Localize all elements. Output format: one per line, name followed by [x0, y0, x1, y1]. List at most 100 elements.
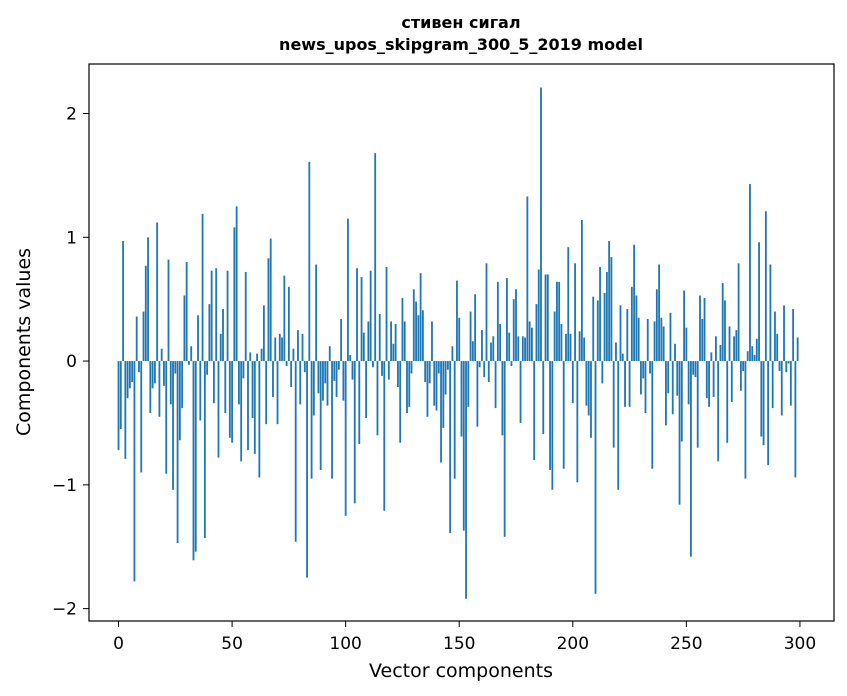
bar-191: [551, 361, 554, 490]
bar-63: [260, 348, 263, 362]
bar-119: [387, 361, 390, 380]
bar-244: [671, 361, 674, 415]
bar-150: [458, 317, 461, 362]
bar-10: [140, 361, 143, 473]
bar-236: [653, 321, 656, 362]
bar-187: [542, 361, 545, 435]
bar-169: [501, 361, 504, 436]
bar-76: [290, 361, 293, 388]
bar-155: [469, 311, 472, 362]
bar-234: [649, 361, 651, 374]
bar-179: [524, 337, 527, 362]
bar-13: [147, 237, 149, 362]
bar-297: [792, 309, 795, 362]
bar-89: [319, 361, 322, 470]
bar-95: [333, 361, 336, 381]
bar-207: [587, 361, 590, 416]
bar-22: [167, 259, 170, 362]
bar-49: [228, 361, 231, 438]
bar-28: [181, 361, 184, 409]
bar-133: [419, 273, 422, 362]
bar-296: [789, 361, 792, 406]
bar-186: [540, 87, 542, 362]
bar-92: [326, 361, 329, 406]
bar-45: [219, 333, 222, 362]
bar-255: [696, 361, 699, 448]
bar-289: [774, 311, 776, 362]
bar-91: [324, 361, 327, 384]
bar-162: [485, 263, 488, 362]
bar-271: [733, 336, 735, 362]
bar-159: [478, 361, 481, 368]
bar-157: [474, 294, 477, 362]
bar-106: [358, 361, 361, 444]
bar-184: [535, 304, 538, 362]
bar-79: [297, 330, 299, 362]
bar-62: [258, 361, 261, 478]
bar-143: [442, 361, 445, 428]
bar-145: [446, 361, 449, 370]
bar-6: [131, 361, 134, 383]
bar-93: [328, 346, 331, 362]
bar-42: [213, 361, 215, 404]
bar-225: [628, 361, 631, 407]
x-tick-label: 0: [113, 634, 124, 654]
bar-152: [462, 361, 465, 531]
bar-140: [435, 361, 438, 411]
bar-190: [549, 361, 551, 470]
bar-202: [576, 361, 579, 483]
bar-19: [160, 348, 163, 362]
bar-218: [612, 361, 615, 448]
bar-177: [519, 361, 522, 423]
bar-96: [335, 361, 338, 397]
bar-90: [322, 361, 324, 401]
bar-221: [619, 305, 622, 362]
bar-132: [417, 315, 420, 362]
bar-3: [124, 361, 127, 459]
bar-213: [601, 361, 604, 384]
bar-270: [730, 361, 733, 402]
bar-33: [192, 361, 195, 561]
bar-182: [531, 327, 533, 362]
bar-67: [269, 238, 272, 362]
bar-123: [396, 361, 399, 388]
bar-287: [769, 264, 772, 362]
bar-83: [306, 361, 308, 578]
bar-24: [172, 361, 174, 490]
bar-104: [353, 361, 356, 504]
bar-181: [528, 321, 531, 362]
bar-25: [174, 361, 177, 374]
bar-290: [776, 333, 779, 362]
bar-251: [687, 361, 690, 405]
bar-200: [571, 361, 574, 404]
bar-259: [705, 361, 708, 399]
bar-209: [592, 296, 595, 362]
bar-248: [680, 361, 683, 442]
bar-285: [764, 211, 767, 362]
bar-21: [165, 361, 168, 474]
bar-31: [188, 361, 190, 365]
bar-154: [467, 361, 470, 407]
bar-227: [633, 244, 636, 362]
bar-210: [594, 361, 597, 594]
bar-260: [708, 361, 710, 407]
bar-75: [287, 286, 290, 362]
bar-53: [238, 361, 240, 405]
bar-281: [755, 338, 758, 362]
bar-188: [544, 274, 547, 362]
bar-108: [362, 332, 365, 362]
bar-66: [267, 258, 270, 362]
bar-94: [331, 361, 333, 479]
bar-15: [151, 361, 154, 389]
bar-128: [408, 361, 411, 407]
bar-237: [655, 289, 658, 362]
bar-107: [360, 276, 363, 362]
bar-275: [742, 361, 745, 371]
bar-65: [265, 361, 268, 425]
bar-87: [315, 264, 318, 362]
bar-73: [283, 275, 286, 362]
bar-295: [787, 361, 790, 364]
bar-77: [292, 348, 295, 362]
bar-0: [117, 361, 120, 451]
